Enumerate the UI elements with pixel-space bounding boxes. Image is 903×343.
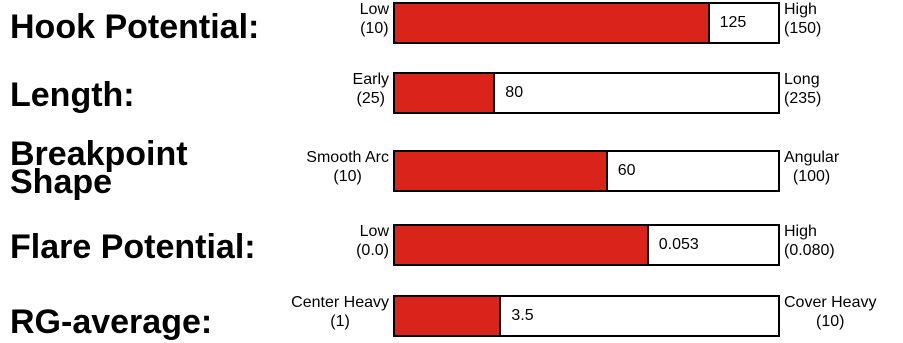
flare-potential-min-labels: Low (0.0) bbox=[356, 222, 389, 260]
flare-potential-value-label: 0.053 bbox=[658, 236, 699, 253]
length-bar-track: 80 bbox=[393, 72, 780, 114]
breakpoint-shape-max-labels: Angular (100) bbox=[784, 148, 839, 186]
hook-potential-min-label: Low bbox=[359, 1, 389, 18]
rg-average-min-value-label: (1) bbox=[330, 313, 350, 330]
length-min-value-label: (25) bbox=[356, 90, 385, 107]
breakpoint-shape-min-value-label: (10) bbox=[333, 168, 362, 185]
length-min-label: Early bbox=[352, 71, 389, 88]
hook-potential-value-label: 125 bbox=[719, 14, 747, 31]
rg-average-max-labels: Cover Heavy (10) bbox=[784, 293, 876, 331]
rg-average-bar-fill bbox=[395, 297, 502, 335]
flare-potential-min-value-label: (0.0) bbox=[356, 242, 389, 259]
length-min-labels: Early (25) bbox=[353, 70, 389, 108]
breakpoint-shape-min-label: Smooth Arc bbox=[306, 149, 389, 166]
length-max-labels: Long (235) bbox=[784, 70, 821, 108]
breakpoint-shape-min-labels: Smooth Arc (10) bbox=[306, 148, 389, 186]
rg-average-max-value-label: (10) bbox=[816, 313, 845, 330]
hook-potential-max-labels: High (150) bbox=[784, 0, 821, 38]
rg-average-value-label: 3.5 bbox=[511, 307, 534, 324]
rg-average-title: RG-average: bbox=[10, 303, 213, 341]
hook-potential-max-label: High bbox=[784, 1, 817, 18]
hook-potential-title: Hook Potential: bbox=[10, 8, 260, 46]
flare-potential-max-label: High bbox=[784, 223, 817, 240]
length-value-label: 80 bbox=[505, 84, 524, 101]
breakpoint-shape-title: Breakpoint Shape bbox=[10, 135, 188, 201]
breakpoint-shape-max-label: Angular bbox=[784, 149, 840, 166]
hook-potential-min-labels: Low (10) bbox=[360, 0, 389, 38]
length-max-label: Long bbox=[784, 71, 820, 88]
length-bar-fill bbox=[395, 74, 496, 112]
hook-potential-bar-track: 125 bbox=[393, 2, 780, 44]
hook-potential-bar-fill bbox=[395, 4, 710, 42]
rg-average-bar-track: 3.5 bbox=[393, 295, 780, 337]
breakpoint-shape-bar-track: 60 bbox=[393, 150, 780, 192]
length-max-value-label: (235) bbox=[784, 90, 822, 107]
rg-average-min-label: Center Heavy bbox=[291, 294, 389, 311]
flare-potential-min-label: Low bbox=[359, 223, 389, 240]
rg-average-min-labels: Center Heavy (1) bbox=[291, 293, 389, 331]
breakpoint-shape-value-label: 60 bbox=[617, 162, 636, 179]
rg-average-max-label: Cover Heavy bbox=[784, 294, 877, 311]
hook-potential-max-value-label: (150) bbox=[784, 20, 822, 37]
hook-potential-min-value-label: (10) bbox=[360, 20, 389, 37]
flare-potential-bar-fill bbox=[395, 226, 649, 264]
breakpoint-shape-max-value-label: (100) bbox=[792, 168, 831, 185]
flare-potential-max-labels: High (0.080) bbox=[784, 222, 835, 260]
flare-potential-bar-track: 0.053 bbox=[393, 224, 780, 266]
length-title: Length: bbox=[10, 76, 135, 114]
flare-potential-max-value-label: (0.080) bbox=[784, 242, 835, 259]
flare-potential-title: Flare Potential: bbox=[10, 228, 256, 266]
breakpoint-shape-bar-fill bbox=[395, 152, 608, 190]
